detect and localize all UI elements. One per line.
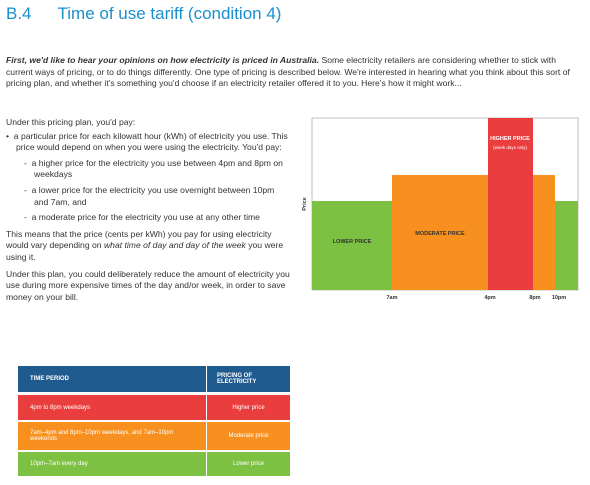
moderate-band bbox=[533, 175, 555, 290]
header-cell: TIME PERIOD bbox=[18, 366, 207, 392]
intro-text: Some electricity retailers are consideri… bbox=[6, 55, 570, 89]
cell: 4pm to 8pm weekdays bbox=[18, 395, 207, 420]
sub-bullet: - a lower price for the electricity you … bbox=[24, 184, 275, 207]
table-row: 7am–4pm and 8pm–10pm weekdays, and 7am–1… bbox=[18, 422, 290, 450]
y-label: Price bbox=[302, 197, 308, 210]
lower-band bbox=[312, 201, 392, 290]
table-row: 10pm–7am every day Lower price bbox=[18, 452, 290, 476]
section-number: B.4 bbox=[6, 4, 32, 23]
means: This means that the price (cents per kWh… bbox=[6, 229, 291, 264]
sub-bullet: - a moderate price for the electricity y… bbox=[24, 212, 260, 223]
table-header: TIME PERIOD PRICING OF ELECTRICITY bbox=[18, 366, 290, 392]
bullet: • a particular price for each kilowatt h… bbox=[6, 130, 288, 153]
price-diagram: Price LOWER PRICE MODERATE PRICE HIGHER … bbox=[302, 117, 579, 301]
cell: Higher price bbox=[232, 404, 265, 411]
lower-band bbox=[555, 201, 578, 290]
x-label: 10pm bbox=[552, 295, 566, 301]
sub-bullet: - a higher price for the electricity you… bbox=[24, 157, 283, 180]
cell: Lower price bbox=[232, 461, 264, 467]
bullet-text: a particular price for each kilowatt hou… bbox=[13, 130, 288, 153]
intro-lead: First, we'd like to hear your opinions o… bbox=[6, 55, 320, 65]
intro: First, we'd like to hear your opinions o… bbox=[6, 55, 584, 90]
x-label: 4pm bbox=[484, 295, 495, 301]
lower-label: LOWER PRICE bbox=[333, 239, 372, 245]
emphasis: what time of day and day of the week bbox=[103, 240, 246, 251]
x-label: 8pm bbox=[529, 295, 540, 301]
header-cell: PRICING OF ELECTRICITY bbox=[217, 373, 257, 385]
plan-intro: Under this pricing plan, you'd pay: bbox=[6, 117, 136, 127]
section-title: Time of use tariff (condition 4) bbox=[57, 4, 282, 23]
cell: Moderate price bbox=[228, 433, 269, 439]
sub-bullet-text: a moderate price for the electricity you… bbox=[31, 212, 260, 223]
cell: 7am–4pm and 8pm–10pm weekdays, and 7am–1… bbox=[18, 422, 207, 450]
text: This means that the price (cents per kWh… bbox=[6, 228, 272, 251]
higher-band bbox=[488, 118, 533, 290]
table-row: 4pm to 8pm weekdays Higher price bbox=[18, 395, 290, 420]
table: TIME PERIOD PRICING OF ELECTRICITY 4pm t… bbox=[18, 366, 290, 476]
cell: 10pm–7am every day bbox=[18, 452, 207, 476]
moderate-label: MODERATE PRICE bbox=[415, 231, 465, 237]
x-label: 7am bbox=[386, 295, 397, 301]
heading: B.4 Time of use tariff (condition 4) bbox=[6, 4, 281, 24]
higher-label: HIGHER PRICE bbox=[490, 136, 530, 142]
sub-bullet-text: a lower price for the electricity you us… bbox=[31, 184, 275, 207]
closing: Under this plan, you could deliberately … bbox=[6, 268, 290, 302]
text: you were using it. bbox=[6, 240, 284, 262]
moderate-band bbox=[392, 175, 488, 290]
sub-bullet-text: a higher price for the electricity you u… bbox=[31, 157, 283, 180]
higher-note: (week days only) bbox=[493, 145, 527, 150]
left-column: Under this pricing plan, you'd pay: • a … bbox=[6, 117, 291, 303]
